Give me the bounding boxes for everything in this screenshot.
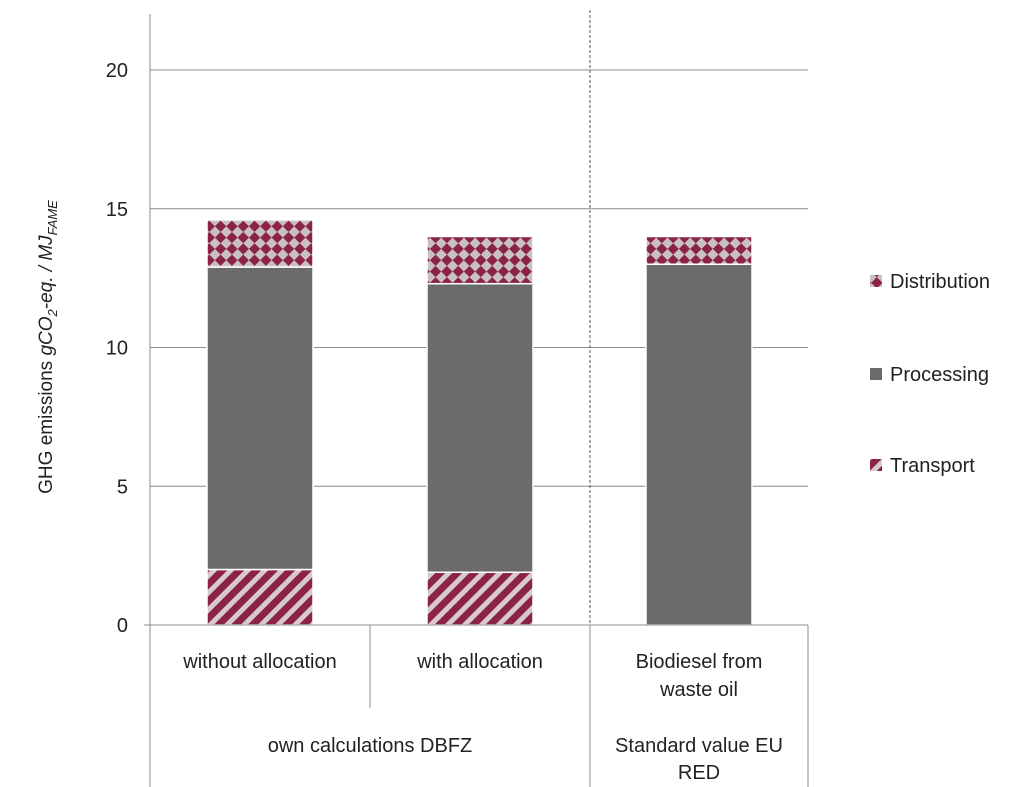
- category-label: without allocation: [182, 651, 336, 673]
- bar-segment-processing: [426, 282, 534, 574]
- legend-swatch-distribution: [870, 275, 882, 287]
- group-label: Standard value EU: [615, 735, 783, 757]
- y-axis-label-prefix: GHG emissions: [36, 356, 57, 494]
- bar-segment-processing: [206, 266, 314, 571]
- bar-segment-distribution: [426, 235, 534, 285]
- y-tick-label: 15: [106, 199, 128, 221]
- y-axis-label-unit: gCO: [36, 316, 57, 355]
- bar-segment-processing: [645, 263, 753, 626]
- legend-label: Processing: [890, 364, 989, 386]
- group-label: RED: [678, 762, 720, 784]
- y-axis-label: GHG emissions gCO2-eq. / MJFAME: [36, 200, 60, 494]
- bar-segment-transport: [206, 568, 314, 626]
- legend-swatch-processing: [870, 368, 882, 380]
- category-label: waste oil: [659, 679, 738, 701]
- legend-label: Distribution: [890, 271, 990, 293]
- y-axis-label-sub2: FAME: [45, 200, 60, 235]
- legend-swatch-transport: [870, 459, 882, 471]
- category-label: Biodiesel from: [636, 651, 763, 673]
- bar-segment-distribution: [645, 235, 753, 265]
- category-label: with allocation: [416, 651, 543, 673]
- y-axis-label-mid: -eq. / MJ: [36, 235, 57, 309]
- y-tick-label: 0: [117, 615, 128, 637]
- group-label: own calculations DBFZ: [268, 735, 473, 757]
- bar-segment-transport: [426, 571, 534, 626]
- y-tick-label: 10: [106, 338, 128, 360]
- y-axis-label-sub1: 2: [45, 308, 60, 317]
- y-tick-label: 5: [117, 476, 128, 498]
- y-tick-label: 20: [106, 60, 128, 82]
- legend-label: Transport: [890, 455, 975, 477]
- bar-segment-distribution: [206, 219, 314, 268]
